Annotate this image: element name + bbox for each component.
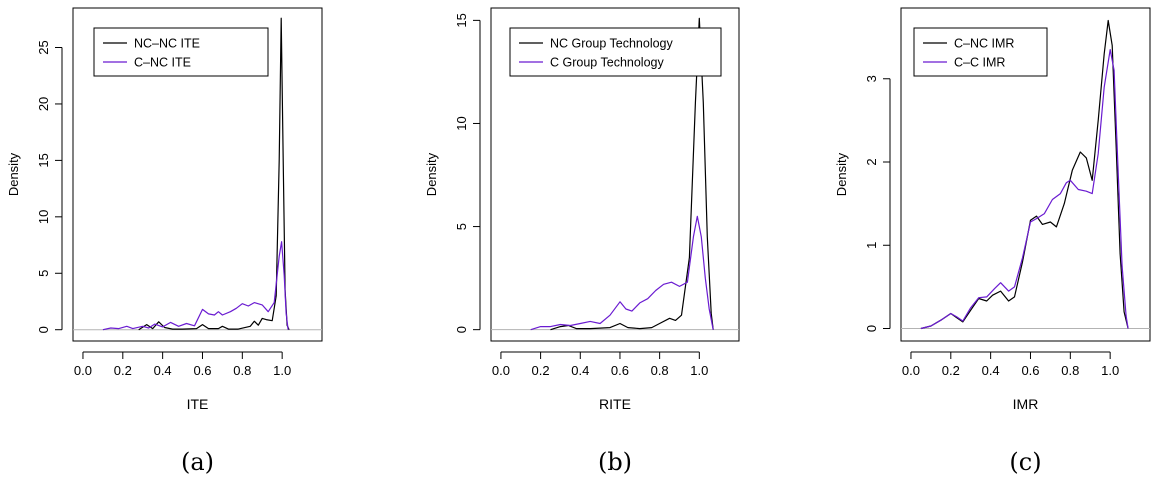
plot-frame <box>72 7 323 342</box>
y-tick-label: 3 <box>864 75 879 82</box>
legend-entry: C–NC ITE <box>134 56 191 70</box>
plot-frame <box>490 7 740 342</box>
legend-entry: NC Group Technology <box>550 37 674 51</box>
x-tick-label: 0.4 <box>571 363 589 378</box>
legend: NC–NC ITE C–NC ITE <box>93 27 269 77</box>
y-tick-label: 0 <box>36 326 51 333</box>
y-axis-label: Density <box>834 152 849 196</box>
x-tick-label: 0.6 <box>611 363 629 378</box>
x-tick-label: 0.4 <box>154 363 172 378</box>
chart-panel-b: 0.0 0.2 0.4 0.6 0.8 1.0 RITE 0 5 10 15 Density NC Gr… <box>424 7 740 476</box>
chart-panel-c: 0.0 0.2 0.4 0.6 0.8 1.0 IMR 0 1 2 3 Density C–NC IMR… <box>834 7 1151 476</box>
y-tick-label: 20 <box>36 97 51 111</box>
x-tick-label: 0.2 <box>114 363 132 378</box>
y-tick-label: 15 <box>36 153 51 167</box>
x-axis-label: ITE <box>187 396 209 412</box>
x-tick-label: 1.0 <box>273 363 291 378</box>
y-tick-label: 1 <box>864 242 879 249</box>
x-tick-label: 0.0 <box>902 363 920 378</box>
series-line-2 <box>530 215 714 331</box>
series-line-2 <box>920 49 1129 330</box>
x-tick-label: 0.2 <box>532 363 550 378</box>
x-tick-label: 0.8 <box>233 363 251 378</box>
x-tick-label: 0.0 <box>74 363 92 378</box>
x-tick-label: 0.2 <box>942 363 960 378</box>
plot-frame <box>900 7 1151 342</box>
legend: C–NC IMR C–C IMR <box>913 27 1048 77</box>
x-tick-label: 0.8 <box>1061 363 1079 378</box>
y-tick-label: 15 <box>454 13 469 27</box>
y-tick-label: 0 <box>454 326 469 333</box>
x-tick-label: 0.0 <box>492 363 510 378</box>
y-tick-label: 5 <box>36 270 51 277</box>
legend-entry: NC–NC ITE <box>134 37 200 51</box>
legend-entry: C–C IMR <box>954 56 1005 70</box>
y-tick-label: 0 <box>864 325 879 332</box>
chart-panel-a: 0.0 0.2 0.4 0.6 0.8 1.0 ITE 0 5 10 15 20 25 Density NC… <box>6 7 323 476</box>
legend-box <box>509 27 722 77</box>
series-line-1 <box>138 17 290 331</box>
x-axis-label: RITE <box>599 396 631 412</box>
x-tick-label: 0.4 <box>982 363 1000 378</box>
panel-caption: (c) <box>1009 448 1041 476</box>
series-line-2 <box>102 241 289 331</box>
y-tick-label: 5 <box>454 223 469 230</box>
y-tick-label: 10 <box>36 210 51 224</box>
legend: NC Group Technology C Group Technology <box>509 27 722 77</box>
panel-caption: (b) <box>598 448 632 476</box>
legend-entry: C Group Technology <box>550 56 664 70</box>
x-tick-label: 1.0 <box>690 363 708 378</box>
y-axis-label: Density <box>6 152 21 196</box>
y-axis-label: Density <box>424 152 439 196</box>
legend-box <box>93 27 269 77</box>
x-axis-label: IMR <box>1013 396 1039 412</box>
x-tick-label: 0.6 <box>1021 363 1039 378</box>
x-tick-label: 0.6 <box>193 363 211 378</box>
legend-entry: C–NC IMR <box>954 37 1014 51</box>
panel-caption: (a) <box>181 448 214 476</box>
x-tick-label: 0.8 <box>651 363 669 378</box>
y-tick-label: 25 <box>36 40 51 54</box>
legend-box <box>913 27 1048 77</box>
y-tick-label: 2 <box>864 158 879 165</box>
y-tick-label: 10 <box>454 116 469 130</box>
x-tick-label: 1.0 <box>1101 363 1119 378</box>
